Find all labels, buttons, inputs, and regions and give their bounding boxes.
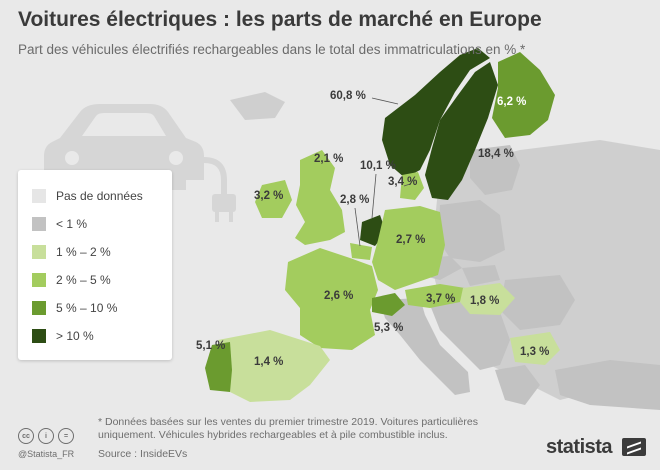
car-window — [65, 113, 183, 165]
label-france: 2,6 % — [324, 290, 354, 302]
legend-swatch-lt1 — [32, 217, 46, 231]
legend-label-lt1: < 1 % — [56, 217, 88, 231]
label-uk: 3,2 % — [254, 190, 284, 202]
country-spain — [218, 330, 330, 402]
label-bulgaria: 1,3 % — [520, 346, 550, 358]
chart-subtitle: Part des véhicules électrifiés rechargea… — [18, 42, 526, 57]
label-germany: 2,7 % — [396, 234, 426, 246]
country-italy — [380, 298, 470, 395]
legend-swatch-no-data — [32, 189, 46, 203]
legend-item-gt10: > 10 % — [32, 328, 94, 344]
country-austria — [405, 284, 465, 308]
legend-item-5to10: 5 % – 10 % — [32, 300, 117, 316]
country-finland — [492, 52, 555, 138]
legend-item-lt1: < 1 % — [32, 216, 87, 232]
country-hungary — [460, 283, 515, 315]
legend-item-no-data: Pas de données — [32, 188, 143, 204]
country-romania — [500, 275, 575, 330]
country-denmark — [400, 172, 424, 200]
label-sweden: 18,4 % — [478, 148, 514, 160]
social-handle: @Statista_FR — [18, 449, 75, 459]
legend-item-2to5: 2 % – 5 % — [32, 272, 111, 288]
charging-cable — [201, 157, 227, 199]
country-poland — [438, 200, 505, 262]
attribution-icon: i — [38, 428, 54, 444]
label-belgium: 2,8 % — [340, 194, 370, 206]
label-norway: 60,8 % — [330, 90, 366, 102]
car-icon — [44, 104, 204, 190]
legend: Pas de données < 1 % 1 % – 2 % 2 % – 5 %… — [18, 170, 172, 360]
label-ireland: 2,1 % — [314, 153, 344, 165]
country-balkans — [430, 300, 510, 370]
legend-label-gt10: > 10 % — [56, 329, 94, 343]
country-sweden — [425, 62, 498, 200]
country-ireland — [255, 180, 292, 218]
country-baltics — [470, 145, 520, 195]
leader-line-netherlands — [371, 173, 377, 219]
country-france — [285, 248, 378, 350]
source: Source : InsideEVs — [98, 448, 188, 460]
legend-swatch-1to2 — [32, 245, 46, 259]
label-hungary: 1,8 % — [470, 295, 500, 307]
country-switzerland — [372, 293, 405, 316]
country-slovakia — [462, 265, 500, 286]
label-portugal: 5,1 % — [196, 340, 226, 352]
footnote: * Données basées sur les ventes du premi… — [98, 416, 478, 441]
country-greece — [495, 365, 540, 405]
label-spain: 1,4 % — [254, 356, 284, 368]
legend-item-1to2: 1 % – 2 % — [32, 244, 111, 260]
country-bulgaria — [510, 332, 560, 365]
legend-swatch-2to5 — [32, 273, 46, 287]
legend-label-5to10: 5 % – 10 % — [56, 301, 118, 315]
legend-swatch-gt10 — [32, 329, 46, 343]
plug-icon — [212, 194, 236, 222]
country-norway — [382, 48, 490, 178]
cc-icon: cc — [18, 428, 34, 444]
country-germany — [372, 206, 445, 290]
legend-label-2to5: 2 % – 5 % — [56, 273, 111, 287]
leader-line-denmark — [403, 183, 411, 187]
label-finland: 6,2 % — [497, 96, 527, 108]
chart-title: Voitures électriques : les parts de marc… — [18, 8, 542, 31]
license-icons: cc i = — [18, 428, 74, 444]
label-austria: 3,7 % — [426, 293, 456, 305]
country-iceland — [230, 92, 285, 120]
country-turkey — [555, 360, 660, 410]
label-denmark: 3,4 % — [388, 176, 418, 188]
country-uk — [295, 150, 345, 245]
country-portugal — [205, 342, 232, 392]
country-belgium — [350, 243, 372, 260]
leader-line-belgium — [354, 207, 361, 247]
leader-line-norway — [371, 97, 399, 105]
brand-logo: statista — [546, 436, 613, 458]
no-derivatives-icon: = — [58, 428, 74, 444]
label-netherlands: 10,1 % — [360, 160, 396, 172]
legend-label-1to2: 1 % – 2 % — [56, 245, 111, 259]
legend-label-no-data: Pas de données — [56, 189, 143, 203]
legend-swatch-5to10 — [32, 301, 46, 315]
label-switzerland: 5,3 % — [374, 322, 404, 334]
brand-mark-icon — [622, 438, 646, 456]
